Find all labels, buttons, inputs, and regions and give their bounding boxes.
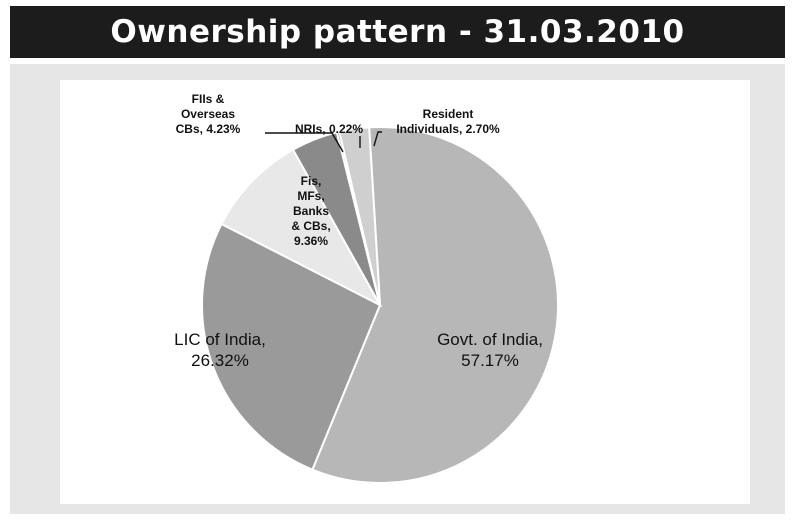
leader-line-6: [373, 131, 382, 147]
slice-label-6: Resident Individuals, 2.70%: [396, 107, 500, 136]
slice-label-4: FIIs & Overseas CBs, 4.23%: [176, 92, 241, 136]
pie-chart: Govt. of India, 57.17% LIC of India, 26.32%…: [174, 92, 559, 484]
pie-slice-6: [338, 126, 381, 306]
chart-plot-area: Govt. of India, 57.17% LIC of India, 26.32%…: [60, 80, 750, 504]
slice-label-3: Fis, MFs, Banks & CBs, 9.36%: [291, 174, 330, 248]
pie-slice-2: [201, 222, 382, 471]
chart-title: Ownership pattern - 31.03.2010: [110, 14, 685, 50]
chart-title-bar: Ownership pattern - 31.03.2010: [10, 6, 785, 58]
leader-line-4: [265, 132, 344, 153]
pie-slice-1: [311, 126, 559, 484]
chart-frame: Govt. of India, 57.17% LIC of India, 26.32%…: [10, 64, 785, 514]
slice-label-2: LIC of India, 26.32%: [174, 330, 266, 370]
slice-label-1: Govt. of India, 57.17%: [437, 330, 543, 370]
pie-slice-3: [220, 148, 383, 308]
slice-label-5: NRIs, 0.22%: [295, 122, 363, 136]
